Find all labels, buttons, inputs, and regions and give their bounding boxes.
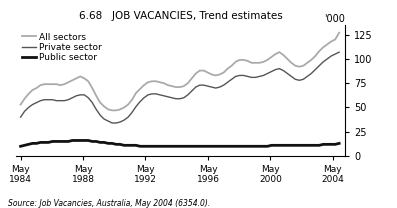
All sectors [18,103,23,106]
All sectors [257,62,262,64]
Private sector [110,122,115,124]
Line: Private sector: Private sector [21,52,339,123]
Public sector [309,144,314,147]
Private sector [257,75,262,78]
Private sector [309,72,314,75]
Private sector [18,116,23,118]
Private sector [221,84,226,86]
Private sector [197,84,202,86]
Private sector [281,69,286,72]
Public sector [70,139,75,142]
Public sector [221,145,226,147]
Line: Public sector: Public sector [21,140,339,146]
All sectors [337,31,341,34]
Legend: All sectors, Private sector, Public sector: All sectors, Private sector, Public sect… [20,31,104,64]
Private sector [337,51,341,53]
Text: '000: '000 [324,14,345,24]
Public sector [337,142,341,145]
All sectors [309,59,314,61]
Title: 6.68   JOB VACANCIES, Trend estimates: 6.68 JOB VACANCIES, Trend estimates [79,11,283,21]
All sectors [221,71,226,74]
All sectors [197,69,202,72]
Line: All sectors: All sectors [21,33,339,110]
Public sector [257,145,262,147]
Private sector [297,79,302,82]
Public sector [297,144,302,147]
All sectors [297,66,302,68]
Public sector [281,144,286,147]
All sectors [110,109,115,112]
Text: Source: Job Vacancies, Australia, May 2004 (6354.0).: Source: Job Vacancies, Australia, May 20… [8,199,210,208]
All sectors [281,54,286,56]
Public sector [18,145,23,147]
Public sector [197,145,202,147]
